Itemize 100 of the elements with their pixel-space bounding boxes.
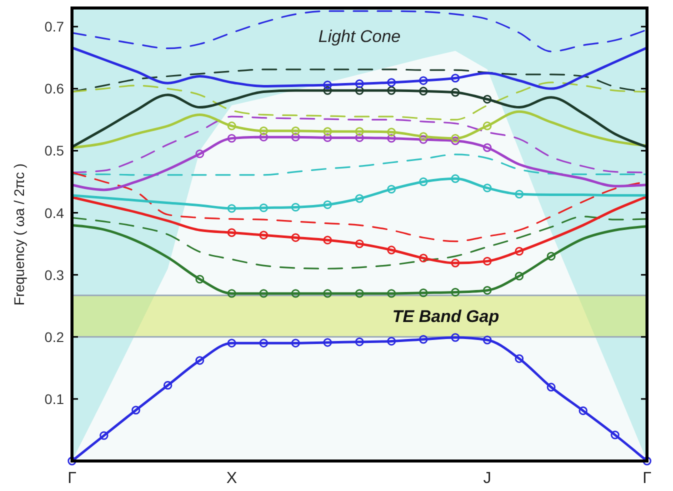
- point: [419, 177, 428, 186]
- y-tick-label: 0.4: [44, 204, 64, 221]
- point: [291, 132, 300, 142]
- point: [132, 406, 140, 414]
- point: [291, 338, 300, 348]
- point: [68, 456, 76, 466]
- point: [514, 190, 524, 199]
- point: [387, 78, 396, 87]
- point: [387, 289, 396, 298]
- point: [387, 336, 396, 346]
- point: [259, 338, 268, 348]
- point: [419, 86, 428, 96]
- y-axis-title: Frequency ( ωa / 2πc ): [11, 164, 27, 306]
- point: [291, 233, 300, 242]
- point: [259, 132, 268, 142]
- point: [546, 252, 556, 261]
- band-label: TE Band Gap: [392, 307, 500, 326]
- line-series: [71, 154, 648, 176]
- point: [355, 79, 364, 88]
- point: [387, 86, 396, 95]
- line-series: [71, 10, 648, 52]
- point: [419, 335, 428, 344]
- point: [291, 289, 300, 298]
- point: [450, 136, 460, 146]
- point: [259, 230, 268, 240]
- point: [355, 127, 364, 136]
- point: [355, 239, 364, 248]
- point: [323, 86, 332, 95]
- point: [195, 356, 204, 365]
- point: [227, 134, 236, 143]
- point: [291, 202, 300, 212]
- point: [482, 143, 492, 152]
- point: [514, 272, 524, 280]
- point: [323, 80, 332, 90]
- point: [323, 133, 332, 142]
- point: [419, 76, 428, 85]
- point: [355, 86, 364, 95]
- point: [227, 122, 236, 130]
- point: [259, 203, 268, 212]
- point: [387, 184, 396, 194]
- point: [195, 149, 204, 158]
- point: [450, 333, 460, 342]
- point: [195, 274, 204, 284]
- point: [323, 338, 332, 347]
- point: [419, 132, 428, 141]
- point: [450, 288, 460, 297]
- line-series: [70, 46, 648, 90]
- point: [419, 135, 428, 144]
- point: [546, 382, 556, 392]
- point: [323, 127, 332, 136]
- x-tick-label: Γ: [68, 470, 77, 487]
- point: [355, 133, 364, 142]
- point: [259, 126, 268, 136]
- y-tick-label: 0.1: [44, 390, 64, 407]
- point: [323, 289, 332, 298]
- series-label: Light Cone: [318, 27, 401, 46]
- point: [482, 286, 492, 295]
- point: [355, 289, 364, 298]
- y-tick-label: 0.2: [44, 328, 64, 345]
- point: [387, 128, 396, 136]
- y-tick-label: 0.3: [44, 266, 64, 283]
- x-tick-label: Γ: [642, 470, 652, 487]
- point: [227, 338, 236, 348]
- point: [355, 338, 364, 346]
- point: [642, 456, 652, 466]
- point: [419, 288, 428, 298]
- point: [419, 254, 428, 262]
- point: [514, 246, 524, 256]
- point: [578, 406, 588, 416]
- x-tick-label: J: [483, 470, 492, 487]
- line-series: [71, 82, 648, 120]
- point: [355, 194, 364, 203]
- point: [227, 228, 236, 237]
- point: [100, 431, 108, 440]
- point: [387, 134, 396, 143]
- point: [482, 122, 492, 130]
- point: [482, 184, 492, 192]
- point: [482, 256, 492, 266]
- point: [514, 354, 524, 363]
- point: [450, 134, 460, 143]
- y-tick-label: 0.6: [44, 80, 64, 97]
- line-series: [71, 216, 648, 270]
- point: [450, 258, 460, 268]
- y-tick-label: 0.7: [44, 18, 64, 35]
- point: [291, 126, 300, 136]
- point: [227, 289, 236, 298]
- point: [163, 380, 172, 390]
- point: [482, 336, 492, 344]
- point: [323, 200, 332, 210]
- point: [323, 236, 332, 244]
- point: [259, 289, 268, 298]
- y-tick-label: 0.5: [44, 142, 64, 159]
- point: [450, 174, 460, 183]
- line-series: [70, 110, 648, 149]
- point: [482, 94, 492, 104]
- line-series: [71, 68, 648, 93]
- point: [450, 74, 460, 82]
- point: [387, 246, 396, 254]
- point: [227, 204, 236, 213]
- point: [610, 430, 620, 440]
